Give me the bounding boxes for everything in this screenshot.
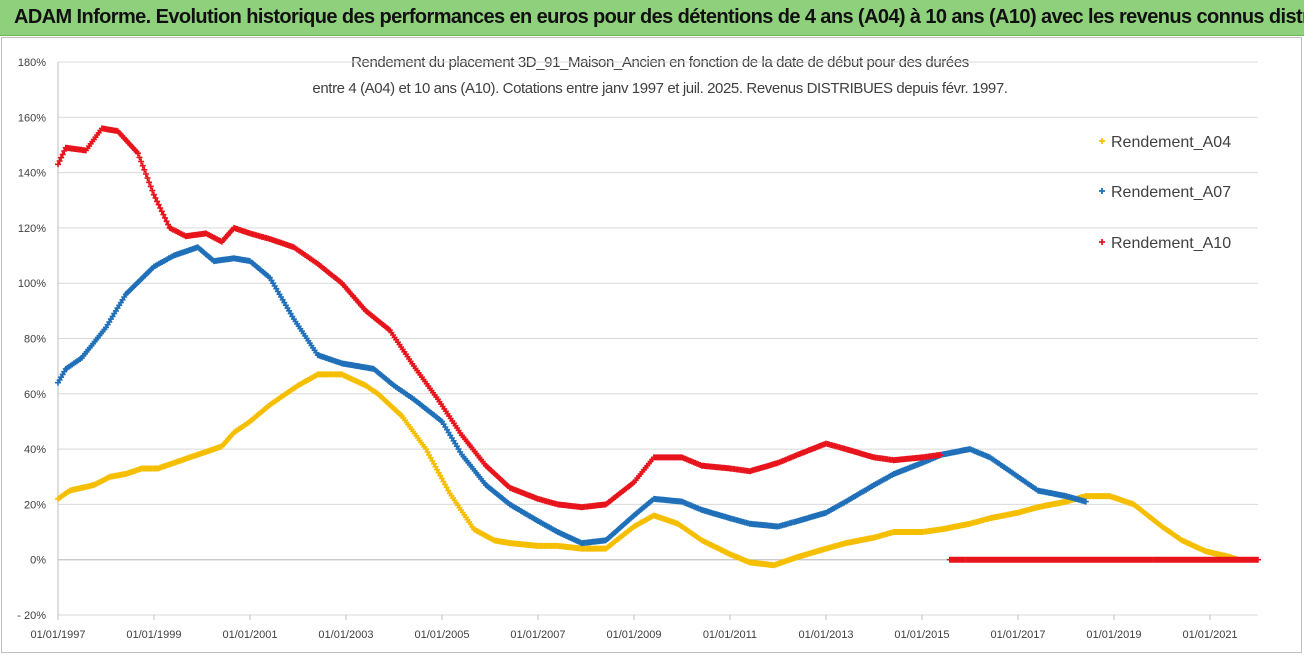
x-tick-label: 01/01/2015 — [894, 629, 949, 641]
y-tick-label: 160% — [18, 112, 46, 124]
report-banner: ADAM Informe. Evolution historique des p… — [0, 0, 1304, 36]
legend-label: Rendement_A07 — [1111, 184, 1231, 201]
y-tick-label: 80% — [24, 334, 46, 346]
x-tick-label: 01/01/2019 — [1086, 629, 1141, 641]
y-tick-label: 120% — [18, 223, 46, 235]
series-markers — [55, 371, 1241, 569]
legend-entry: Rendement_A04 — [1099, 134, 1231, 151]
x-tick-label: 01/01/2007 — [510, 629, 565, 641]
x-tick-label: 01/01/2001 — [222, 629, 277, 641]
series-rendement-a10 — [55, 125, 1261, 563]
axes — [57, 62, 1258, 620]
tick-labels: - 20% 0% 20% 40% 60% 80% 100% 120% 140% 160% 180% 0… — [17, 57, 1237, 641]
x-tick-label: 01/01/2005 — [414, 629, 469, 641]
legend-marker — [1099, 188, 1105, 194]
y-tick-label: - 20% — [17, 610, 46, 622]
legend-marker — [1099, 239, 1105, 245]
y-tick-label: 140% — [18, 168, 46, 180]
grid-lines — [58, 61, 1258, 616]
x-tick-label: 01/01/2011 — [703, 629, 757, 641]
y-tick-label: 20% — [24, 499, 46, 511]
report-title: ADAM Informe. Evolution historique des p… — [14, 6, 1304, 28]
series-rendement-a04 — [55, 371, 1241, 569]
x-tick-label: 01/01/2017 — [990, 629, 1045, 641]
series-rendement-a07 — [55, 244, 1089, 547]
series-markers — [55, 125, 1261, 563]
x-tick-label: 01/01/2009 — [606, 629, 661, 641]
legend: Rendement_A04 Rendement_A07 Rendement_A10 — [1099, 134, 1231, 252]
y-tick-label: 40% — [24, 444, 46, 456]
series-markers — [55, 244, 1089, 547]
x-tick-label: 01/01/2013 — [798, 629, 853, 641]
legend-marker — [1099, 138, 1105, 144]
y-tick-label: 180% — [18, 57, 46, 69]
chart-frame — [1, 37, 1302, 653]
x-tick-label: 01/01/1999 — [126, 629, 181, 641]
legend-label: Rendement_A10 — [1111, 235, 1231, 252]
series-layer — [55, 125, 1261, 569]
x-tick-label: 01/01/2021 — [1183, 629, 1238, 641]
legend-entry: Rendement_A07 — [1099, 184, 1231, 201]
x-tick-label: 01/01/1997 — [30, 629, 85, 641]
y-tick-label: 60% — [24, 389, 46, 401]
y-tick-label: 0% — [30, 555, 46, 567]
chart-title-line-2: entre 4 (A04) et 10 ans (A10). Cotations… — [312, 80, 1008, 97]
legend-entry: Rendement_A10 — [1099, 235, 1231, 252]
x-tick-label: 01/01/2003 — [318, 629, 373, 641]
legend-label: Rendement_A04 — [1111, 134, 1231, 151]
y-tick-label: 100% — [18, 278, 46, 290]
